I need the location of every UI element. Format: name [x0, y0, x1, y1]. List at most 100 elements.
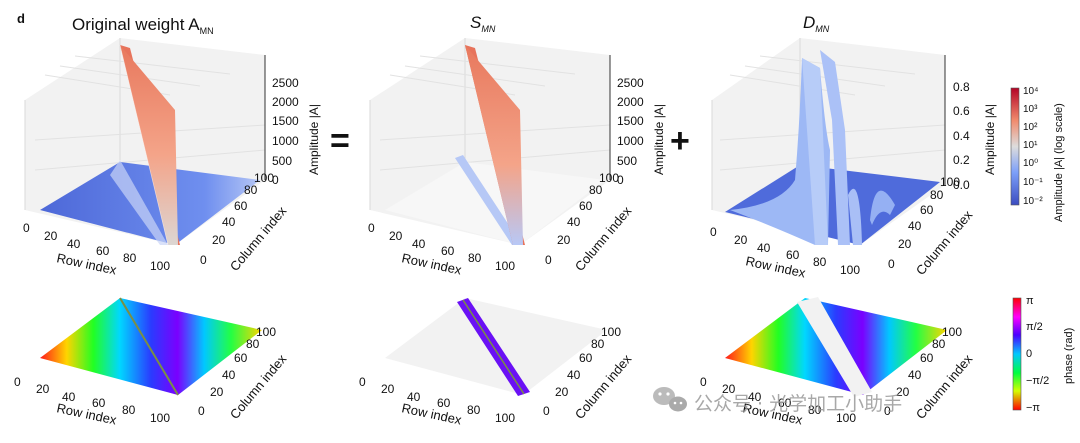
row-ticks-d: 0 20 40 60 80 100 — [710, 225, 860, 277]
svg-text:40: 40 — [407, 390, 421, 404]
svg-text:60: 60 — [778, 396, 792, 410]
svg-text:100: 100 — [256, 325, 276, 339]
svg-text:100: 100 — [940, 175, 960, 189]
svg-text:0: 0 — [14, 375, 21, 389]
amplitude-axis-label-d: Amplitude |A| — [983, 104, 997, 175]
svg-text:2000: 2000 — [272, 95, 299, 109]
equals-operator: = — [330, 122, 350, 160]
col-ticks-s: 0 20 40 60 80 100 — [545, 171, 619, 267]
svg-text:20: 20 — [36, 382, 50, 396]
row-ticks-s: 0 20 40 60 80 100 — [368, 221, 515, 273]
svg-text:20: 20 — [44, 229, 58, 243]
svg-text:60: 60 — [579, 351, 593, 365]
svg-text:0: 0 — [200, 253, 207, 267]
svg-text:60: 60 — [92, 396, 106, 410]
svg-text:40: 40 — [757, 241, 771, 255]
svg-text:80: 80 — [468, 251, 482, 265]
svg-text:80: 80 — [591, 337, 605, 351]
svg-text:60: 60 — [579, 199, 593, 213]
col-axis-label-s: Column index — [572, 203, 635, 274]
svg-text:1000: 1000 — [617, 134, 644, 148]
svg-text:20: 20 — [389, 229, 403, 243]
svg-text:2000: 2000 — [617, 95, 644, 109]
svg-text:0: 0 — [710, 225, 717, 239]
svg-text:60: 60 — [437, 396, 451, 410]
panel-letter: d — [17, 11, 25, 26]
row-axis-label-phase-s: Row index — [400, 400, 463, 427]
svg-text:40: 40 — [222, 215, 236, 229]
svg-text:0: 0 — [1026, 348, 1032, 360]
phase-colorbar — [1012, 297, 1022, 411]
svg-text:10⁴: 10⁴ — [1023, 86, 1038, 97]
amplitude-colorbar-ticks: 10⁴ 10³ 10² 10¹ 10⁰ 10⁻¹ 10⁻² — [1023, 86, 1043, 207]
plot-original-3d — [24, 38, 266, 246]
z-ticks-d: 0.0 0.2 0.4 0.6 0.8 — [953, 80, 970, 192]
svg-text:10⁻¹: 10⁻¹ — [1023, 177, 1043, 188]
col-ticks-d: 0 20 40 60 80 100 — [888, 175, 960, 271]
amplitude-wall — [120, 45, 178, 245]
svg-text:40: 40 — [222, 368, 236, 382]
svg-text:100: 100 — [150, 411, 170, 425]
phase-colorbar-ticks: π π/2 0 −π/2 −π — [1026, 295, 1049, 414]
col-ticks-original: 0 20 40 60 80 100 — [200, 171, 274, 267]
svg-text:80: 80 — [813, 255, 827, 269]
svg-text:80: 80 — [930, 188, 944, 202]
svg-text:20: 20 — [381, 382, 395, 396]
svg-text:−π: −π — [1026, 402, 1040, 414]
row-ticks-phase-d: 0 20 40 60 80 100 — [700, 375, 856, 425]
svg-text:100: 100 — [599, 171, 619, 185]
svg-text:0: 0 — [368, 221, 375, 235]
s-amplitude-wall — [465, 45, 523, 245]
title-s: SMN — [470, 13, 496, 34]
svg-text:10³: 10³ — [1023, 104, 1038, 115]
plot-d-3d — [711, 38, 946, 245]
col-axis-label-d: Column index — [913, 207, 976, 278]
svg-text:500: 500 — [272, 154, 292, 168]
svg-text:10¹: 10¹ — [1023, 140, 1038, 151]
svg-text:40: 40 — [908, 219, 922, 233]
row-ticks-original: 0 20 40 60 80 100 — [23, 221, 170, 273]
svg-text:100: 100 — [495, 259, 515, 273]
svg-text:0.6: 0.6 — [953, 104, 970, 118]
svg-text:60: 60 — [234, 351, 248, 365]
svg-text:20: 20 — [898, 237, 912, 251]
svg-text:2500: 2500 — [617, 76, 644, 90]
svg-text:100: 100 — [601, 325, 621, 339]
svg-text:1000: 1000 — [272, 134, 299, 148]
row-ticks-phase-original: 0 20 40 60 80 100 — [14, 375, 170, 425]
svg-text:80: 80 — [122, 403, 136, 417]
svg-text:100: 100 — [836, 411, 856, 425]
svg-text:π/2: π/2 — [1026, 321, 1043, 333]
col-ticks-phase-original: 0 20 40 60 80 100 — [198, 325, 276, 418]
svg-text:0: 0 — [888, 257, 895, 271]
phase-plot-d — [725, 297, 947, 397]
watermark: 公众号 · 光学加工小助手 — [653, 387, 902, 415]
svg-text:0.0: 0.0 — [953, 178, 970, 192]
svg-text:0.8: 0.8 — [953, 80, 970, 94]
svg-text:1500: 1500 — [272, 114, 299, 128]
col-ticks-phase-d: 0 20 40 60 80 100 — [884, 325, 962, 418]
z-ticks-original: 0 500 1000 1500 2000 2500 — [272, 76, 299, 187]
svg-text:20: 20 — [557, 233, 571, 247]
svg-text:40: 40 — [62, 390, 76, 404]
svg-text:20: 20 — [734, 233, 748, 247]
svg-text:20: 20 — [210, 385, 224, 399]
svg-text:100: 100 — [942, 325, 962, 339]
svg-text:20: 20 — [722, 382, 736, 396]
amplitude-axis-label-original: Amplitude |A| — [307, 104, 321, 175]
plus-operator: + — [670, 122, 690, 160]
svg-text:0: 0 — [545, 253, 552, 267]
title-d: DMN — [803, 13, 830, 34]
svg-text:60: 60 — [441, 244, 455, 258]
svg-text:80: 80 — [808, 403, 822, 417]
svg-text:−π/2: −π/2 — [1026, 375, 1049, 387]
svg-text:40: 40 — [567, 368, 581, 382]
svg-text:10²: 10² — [1023, 122, 1038, 133]
svg-text:40: 40 — [67, 237, 81, 251]
svg-text:10⁰: 10⁰ — [1023, 158, 1038, 169]
floor-surface — [40, 162, 260, 245]
z-ticks-s: 0 500 1000 1500 2000 2500 — [617, 76, 644, 187]
phase-plot-s — [385, 298, 607, 396]
svg-text:60: 60 — [786, 248, 800, 262]
svg-text:60: 60 — [96, 244, 110, 258]
